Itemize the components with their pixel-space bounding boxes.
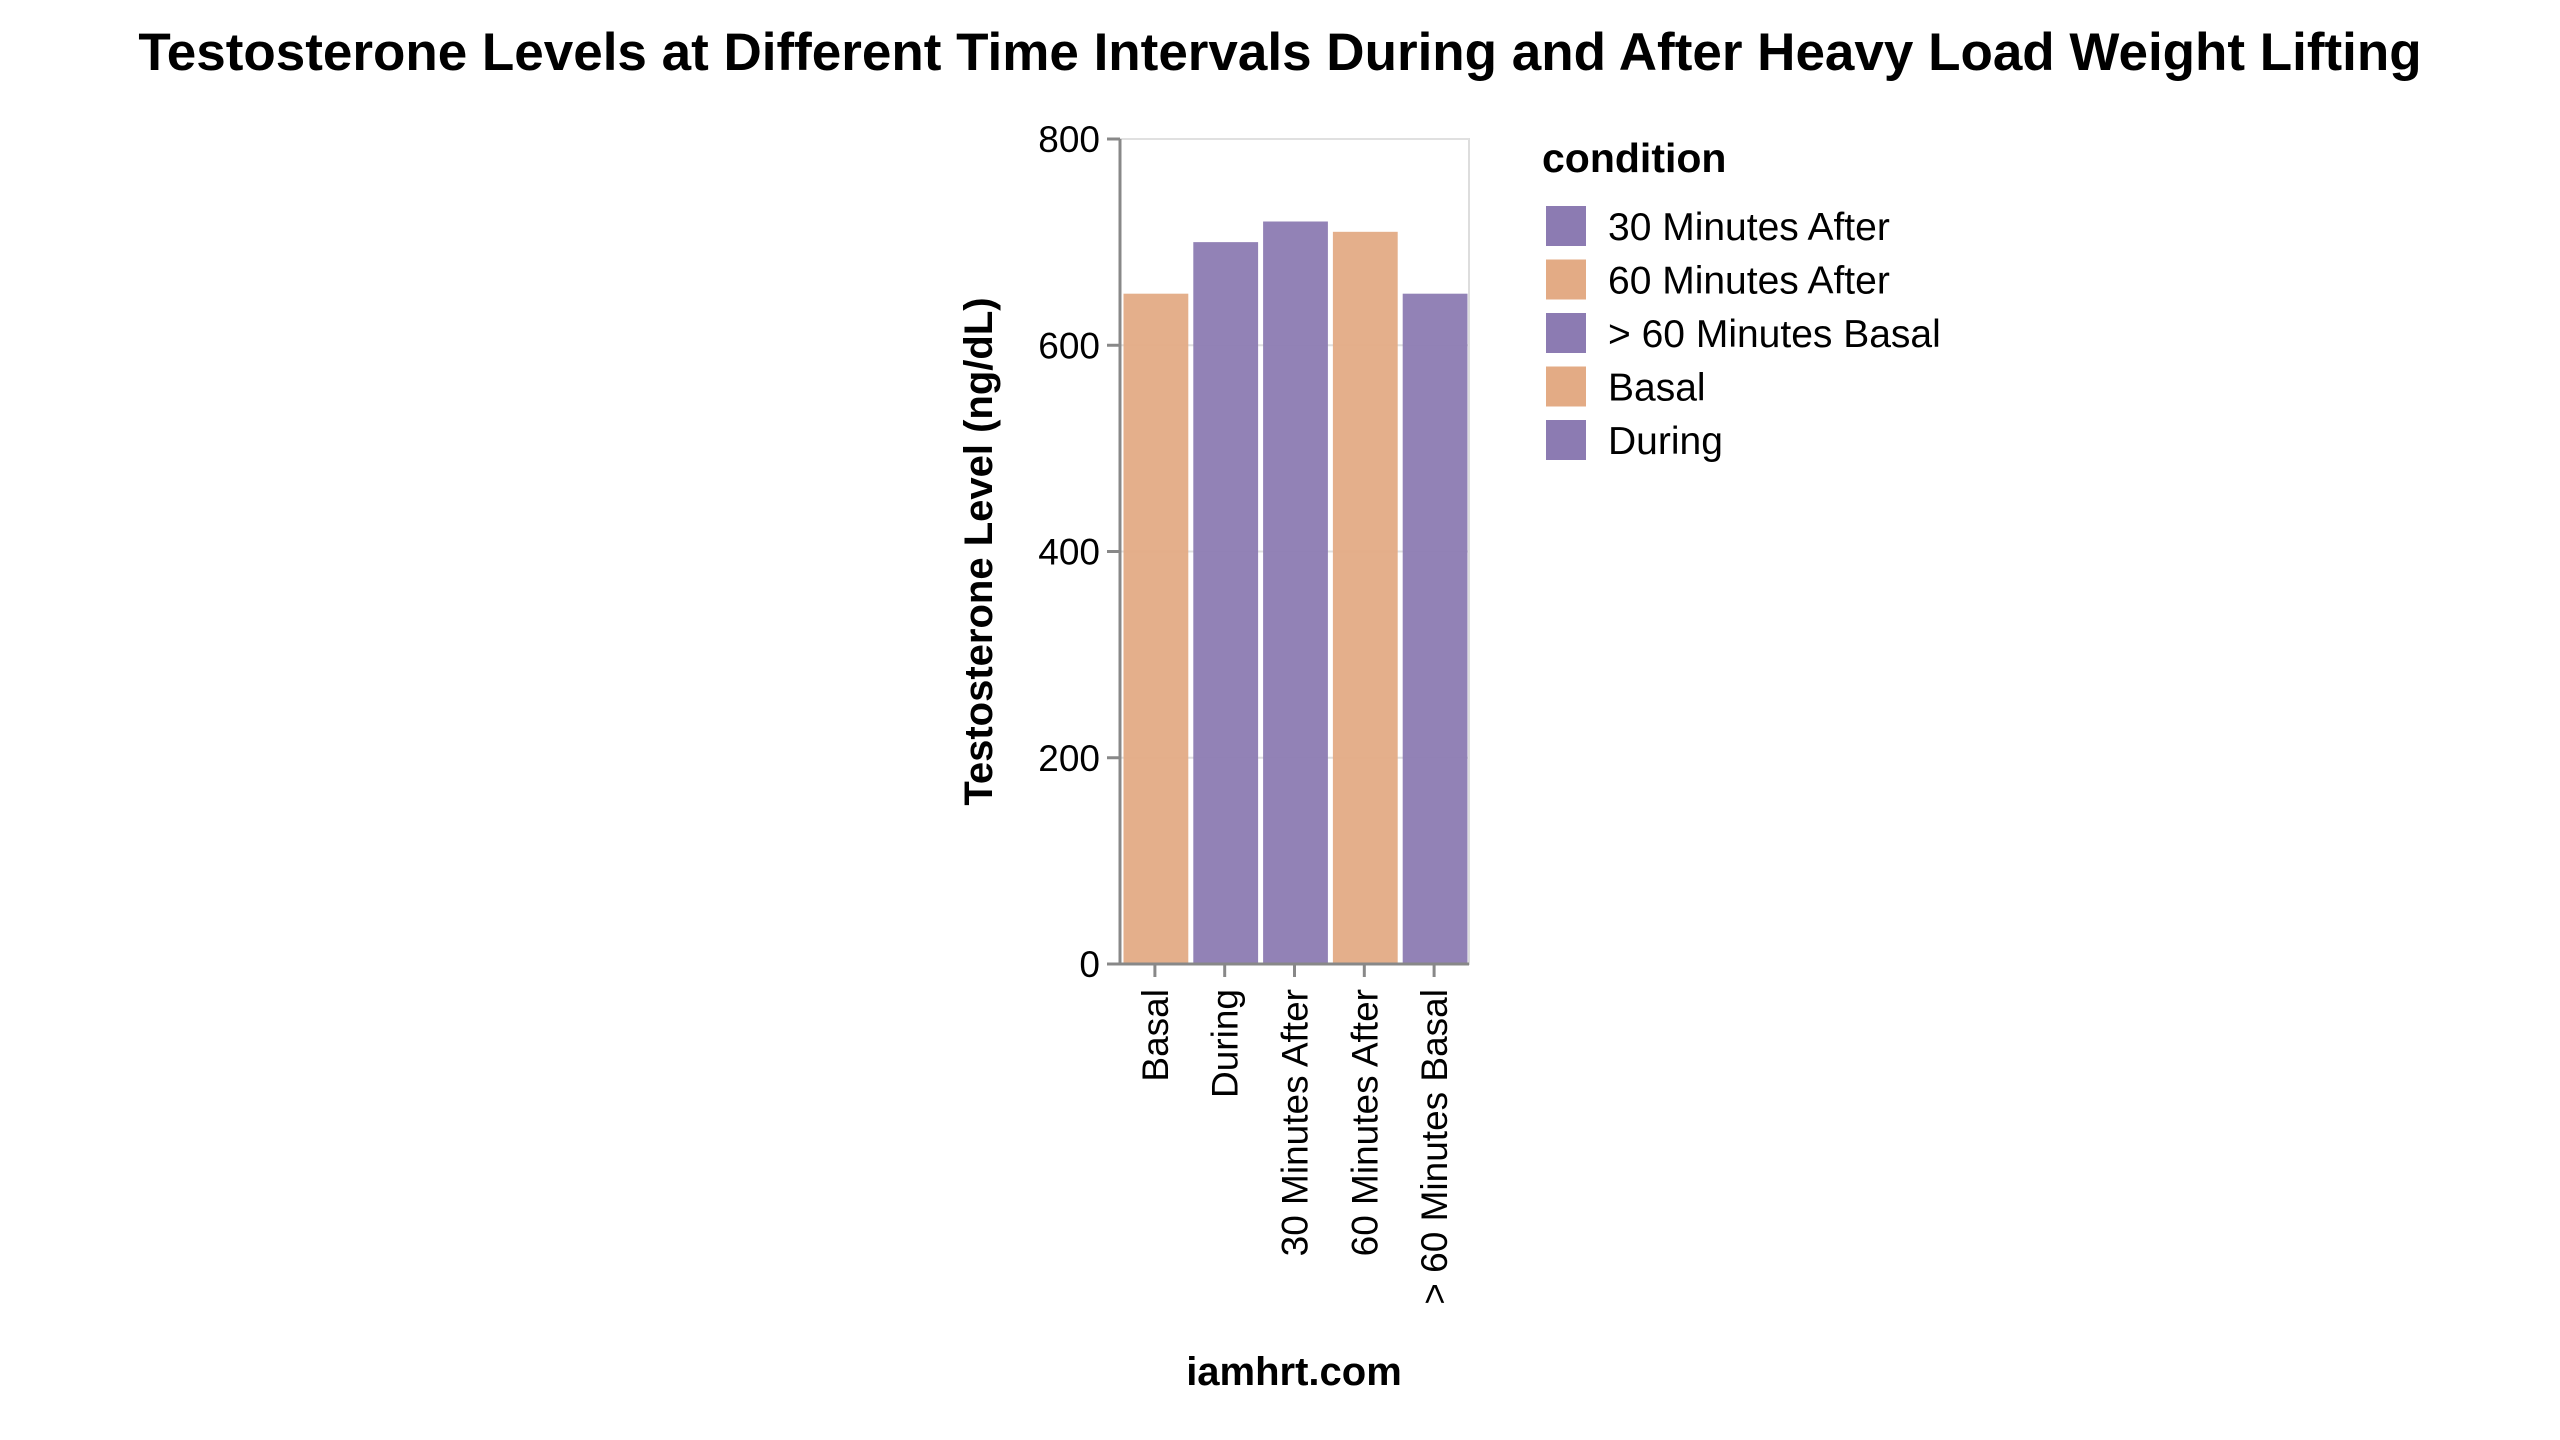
legend-title: condition xyxy=(1542,135,1726,181)
y-axis-title: Testosterone Level (ng/dL) xyxy=(957,297,1001,805)
bar xyxy=(1402,293,1468,964)
x-tick-label: 60 Minutes After xyxy=(1344,989,1385,1256)
x-tick-label: 30 Minutes After xyxy=(1275,989,1316,1256)
x-axis-title: iamhrt.com xyxy=(1186,1350,1402,1394)
legend-swatch xyxy=(1546,366,1586,407)
x-tick-label: > 60 Minutes Basal xyxy=(1414,989,1455,1305)
legend-label: During xyxy=(1608,420,1723,463)
bar xyxy=(1332,231,1398,964)
bar xyxy=(1193,242,1259,964)
legend-label: > 60 Minutes Basal xyxy=(1608,313,1941,356)
legend-label: 60 Minutes After xyxy=(1608,260,1890,303)
y-tick-label: 400 xyxy=(1038,532,1100,573)
y-tick-label: 200 xyxy=(1038,738,1100,779)
legend-swatch xyxy=(1546,313,1586,353)
legend-swatch xyxy=(1546,206,1586,246)
legend-label: Basal xyxy=(1608,367,1706,410)
bar xyxy=(1123,293,1189,964)
y-tick-label: 600 xyxy=(1038,325,1100,366)
legend-swatch xyxy=(1546,259,1586,300)
bar xyxy=(1263,221,1328,964)
legend-label: 30 Minutes After xyxy=(1608,206,1890,249)
y-tick-label: 0 xyxy=(1079,944,1100,985)
y-tick-label: 800 xyxy=(1038,119,1100,160)
x-tick-label: Basal xyxy=(1135,989,1176,1082)
chart-title: Testosterone Levels at Different Time In… xyxy=(138,23,2421,82)
legend: condition 30 Minutes After 60 Minutes Afte… xyxy=(1542,135,1941,463)
x-tick-label: During xyxy=(1205,989,1246,1098)
plot-area: 0 200 400 600 800 Basal During 30 Minutes After… xyxy=(957,119,1470,1305)
legend-swatch xyxy=(1546,420,1586,460)
